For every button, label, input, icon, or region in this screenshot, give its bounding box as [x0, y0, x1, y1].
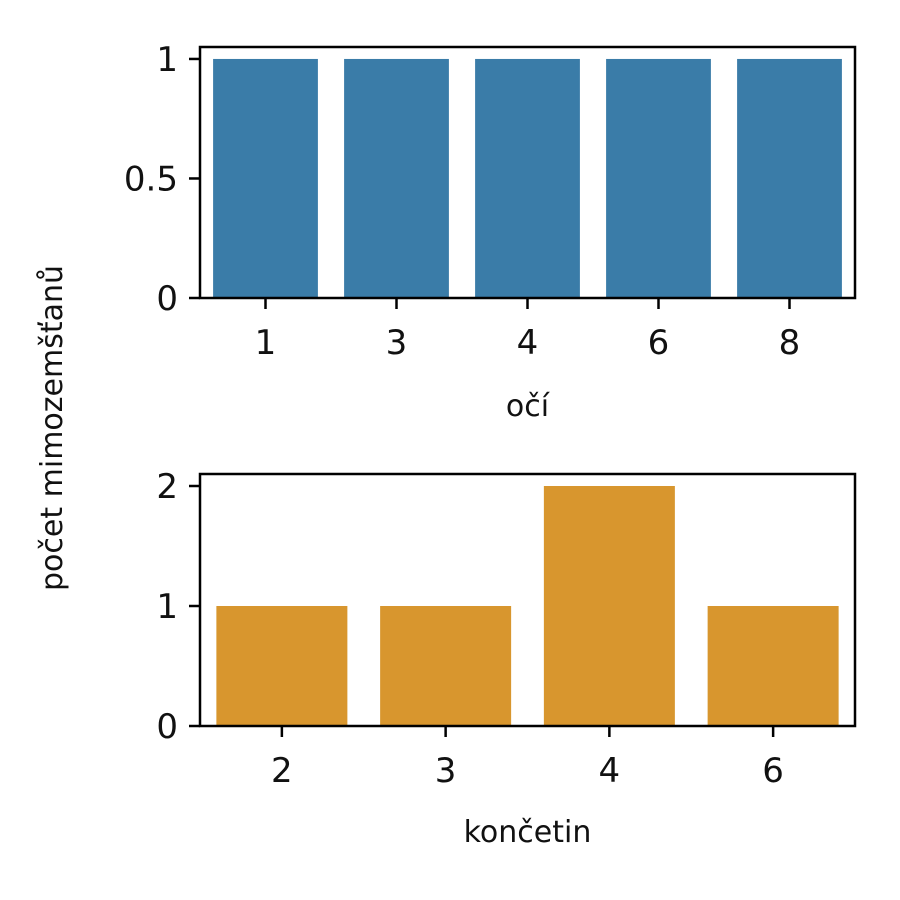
bar	[380, 606, 512, 726]
bar	[707, 606, 839, 726]
x-tick-label: 8	[779, 323, 801, 363]
x-tick-label: 4	[599, 751, 621, 791]
x-axis-label: očí	[506, 389, 551, 424]
bar	[737, 58, 842, 299]
bar	[543, 486, 675, 726]
bar	[216, 606, 348, 726]
x-tick-label: 3	[386, 323, 408, 363]
chart-limbs: 2 3 4 6 0 1 2 končetin	[156, 467, 857, 850]
bar	[606, 58, 711, 299]
x-tick-label: 4	[517, 323, 539, 363]
y-tick-label: 0.5	[124, 159, 178, 199]
bar	[475, 58, 580, 299]
x-tick-label: 3	[435, 751, 457, 791]
y-tick-label: 1	[156, 587, 178, 627]
x-tick-label: 6	[762, 751, 784, 791]
bar	[344, 58, 449, 299]
plot-frame	[198, 472, 857, 728]
y-tick-label: 0	[156, 707, 178, 747]
x-tick-label: 1	[255, 323, 277, 363]
x-tick-label: 2	[271, 751, 293, 791]
y-tick-label: 2	[156, 467, 178, 507]
shared-y-axis-label: počet mimozemšťanů	[35, 265, 70, 591]
y-tick-label: 1	[156, 40, 178, 80]
chart-eyes: 1 3 4 6 8 0 0.5 1 očí	[124, 40, 857, 424]
bar	[213, 58, 318, 299]
x-tick-label: 6	[648, 323, 670, 363]
x-axis-label: končetin	[464, 815, 592, 850]
y-tick-label: 0	[156, 279, 178, 319]
